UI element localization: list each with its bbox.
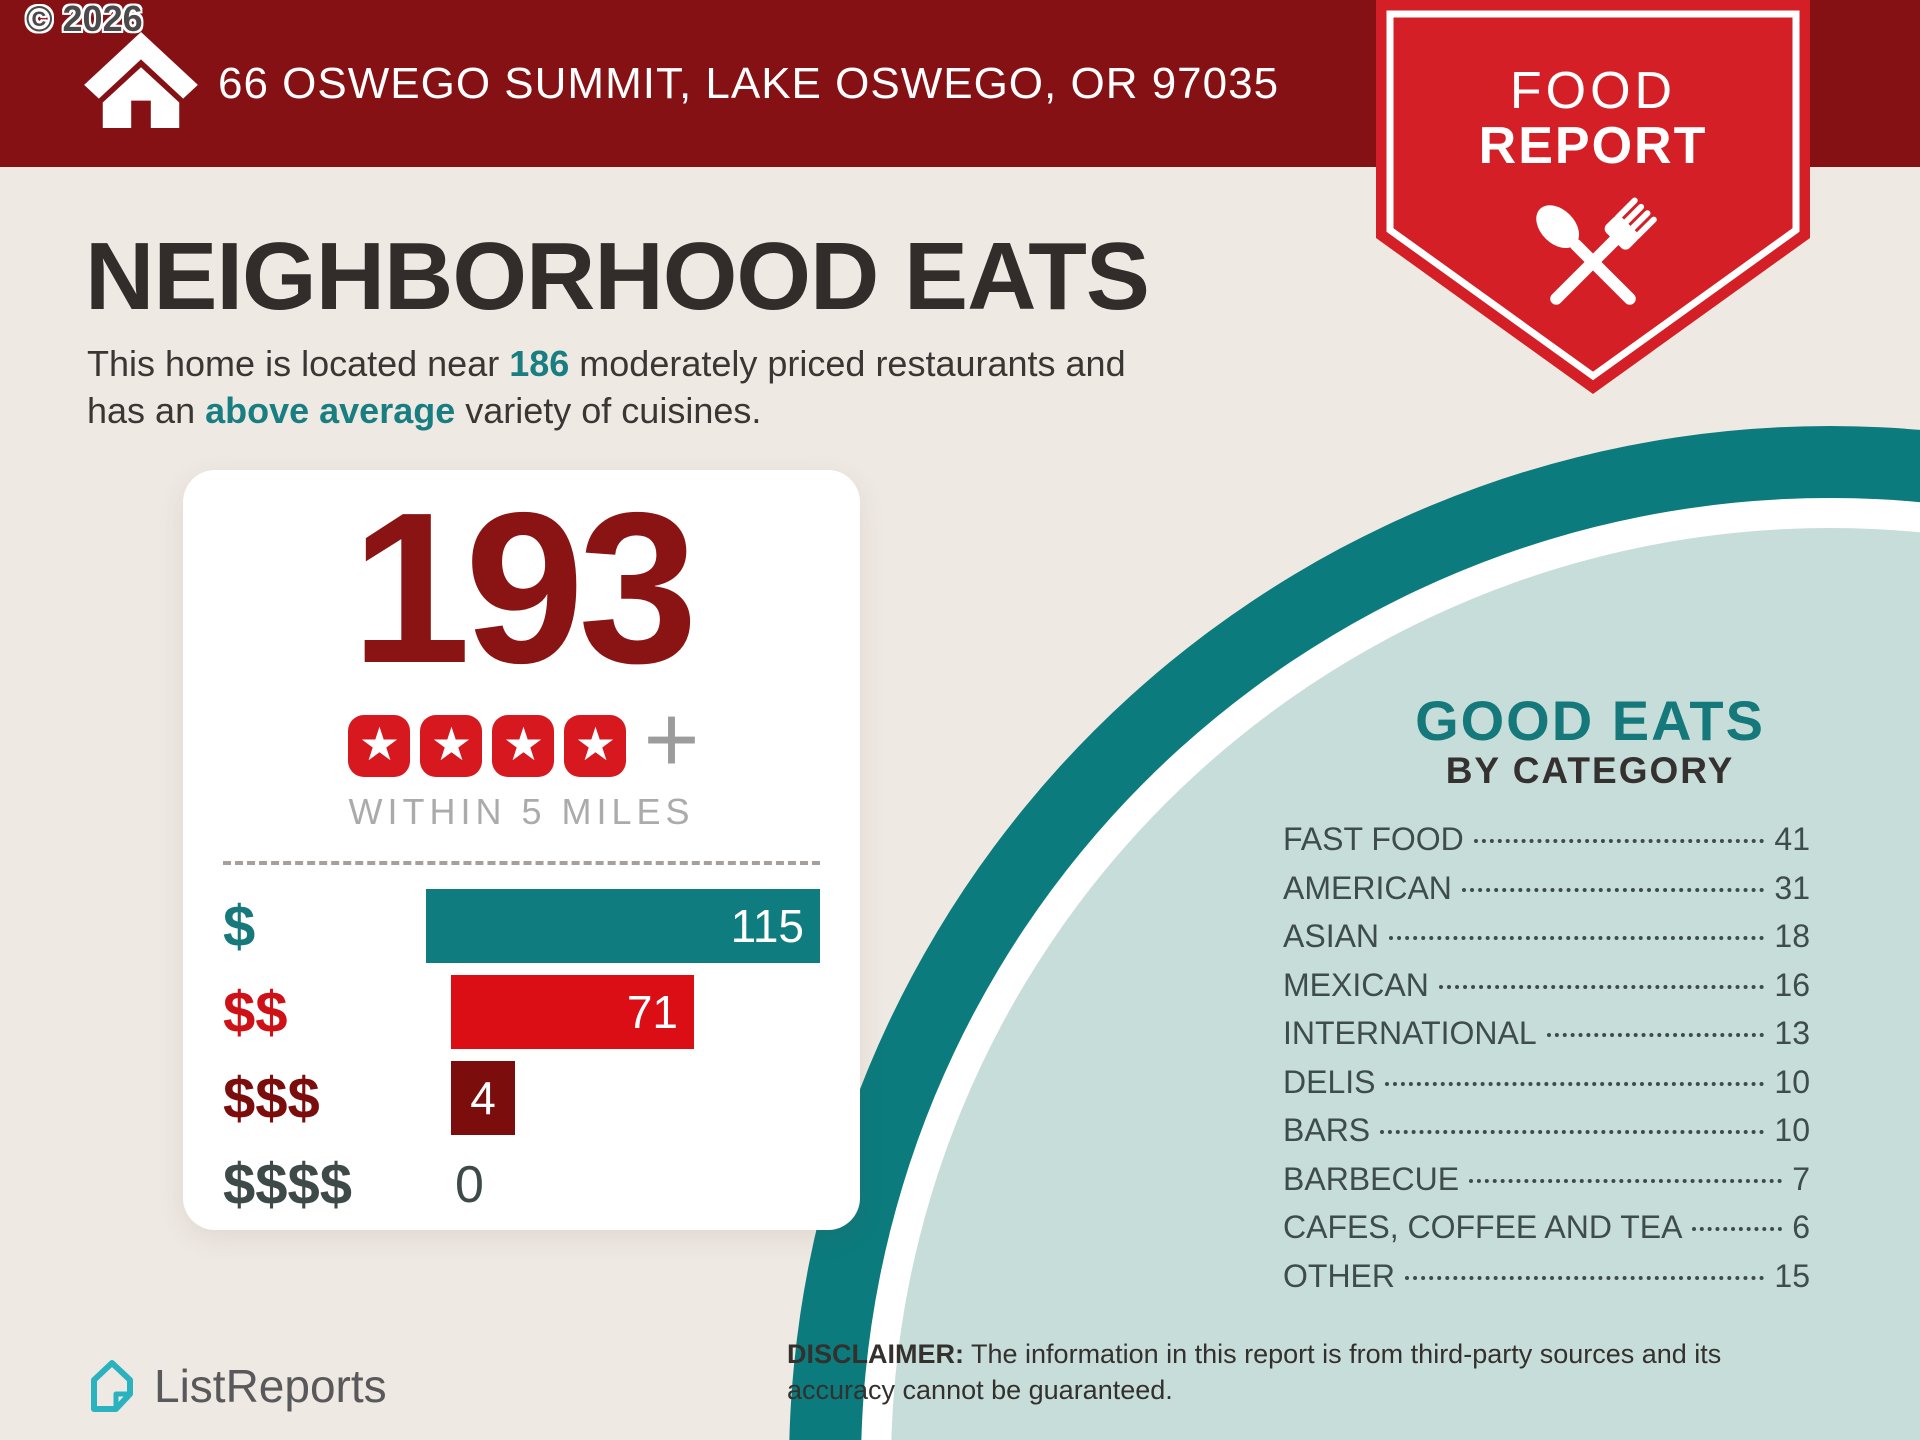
category-row: MEXICAN 16 [1283,966,1810,1003]
home-icon [82,30,200,135]
food-report-ribbon: FOOD REPORT [1376,0,1810,405]
price-bar-row: $$$$ 00 [223,1147,820,1221]
star-icon: ★ [420,715,483,777]
intro-line-2: has an above average variety of cuisines… [87,390,762,431]
star-icon: ★ [348,715,411,777]
restaurant-count-highlight: 186 [509,343,570,384]
star-rating: ★ ★ ★ ★ [343,715,631,777]
category-row: BARS 10 [1283,1112,1810,1148]
restaurant-summary-card: 193 ★ ★ ★ ★ + WITHIN 5 MILES $ 115 $$ 71 $$… [183,470,860,1230]
bar-zero-value: 0 [455,1156,484,1214]
copyright-watermark: © 2026 [26,0,143,39]
good-eats-subtitle: BY CATEGORY [1445,750,1735,791]
category-row: AMERICAN 31 [1283,869,1810,906]
ribbon-line2: REPORT [1479,117,1708,175]
bar-dollar: 115 [426,889,820,963]
price-bar-row: $$ 71 [223,975,820,1049]
star-icon: ★ [564,715,627,777]
intro-line-1: This home is located near 186 moderately… [87,343,1126,384]
disclaimer: DISCLAIMER: The information in this repo… [787,1339,1722,1405]
restaurant-total-count: 193 [351,467,698,708]
category-list: FAST FOOD 41 AMERICAN 31 ASIAN 18 MEXICAN 16… [1283,821,1810,1306]
category-row: CAFES, COFFEE AND TEA 6 [1283,1209,1810,1245]
category-row: FAST FOOD 41 [1283,821,1810,857]
intro-text: This home is located near 186 moderately… [87,340,1126,434]
price-bar-row: $ 115 [223,889,820,963]
price-tier-label: $ [223,893,256,959]
page-title: NEIGHBORHOOD EATS [85,223,1150,330]
price-tier-label: $$ [223,979,288,1045]
price-tier-label: $$$ [223,1065,320,1131]
dashed-divider [223,861,820,865]
bar-value: 4 [470,1072,496,1124]
listreports-logo: ListReports [88,1358,387,1414]
rating-row: ★ ★ ★ ★ + [183,692,860,788]
category-row: ASIAN 18 [1283,918,1810,954]
star-icon: ★ [492,715,555,777]
variety-highlight: above average [205,390,456,431]
price-tier-label: $$$$ [223,1151,353,1217]
bar-value: 71 [626,986,678,1038]
bar-dollar2: 71 [451,975,694,1049]
bar-dollar3: 4 [451,1061,515,1135]
brand-name: ListReports [154,1360,387,1412]
good-eats-title: GOOD EATS [1415,689,1765,752]
category-row: BARBECUE 7 [1283,1160,1810,1197]
bar-value: 115 [730,900,804,952]
category-row: DELIS 10 [1283,1063,1810,1100]
listreports-house-icon [91,1360,133,1412]
plus-icon: + [643,686,700,793]
radius-label: WITHIN 5 MILES [348,791,695,832]
ribbon-line1: FOOD [1510,62,1676,120]
disclaimer-label: DISCLAIMER: [787,1339,964,1369]
category-row: OTHER 15 [1283,1257,1810,1294]
category-row: INTERNATIONAL 13 [1283,1015,1810,1051]
property-address: 66 OSWEGO SUMMIT, LAKE OSWEGO, OR 97035 [218,58,1280,108]
price-bar-row: $$$ 4 [223,1061,820,1135]
crossed-spoon-and-fork-icon [1536,197,1657,305]
price-tier-bar-chart: $ 115 $$ 71 $$$ 4 $$$$ 00 [223,889,820,1221]
